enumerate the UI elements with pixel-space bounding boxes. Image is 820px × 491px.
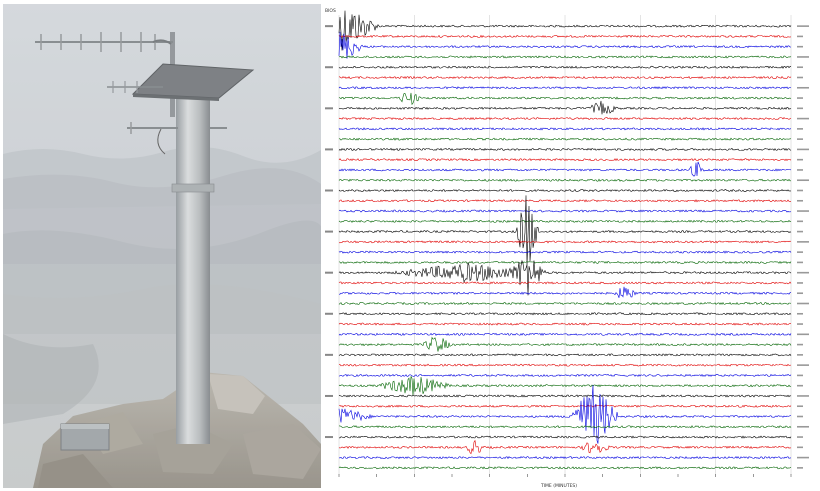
row-label-mark [797,169,803,171]
row-label-mark [797,416,803,418]
row-label-mark [797,405,803,407]
left-time-labels [325,25,333,438]
row-label-mark [797,457,809,459]
row-label-mark [797,231,803,233]
row-label-mark [797,292,803,294]
row-label-mark [325,107,333,109]
row-label-mark [797,108,803,110]
row-label-mark [797,138,803,140]
row-label-mark [797,200,803,202]
row-label-mark [797,36,803,38]
row-label-mark [797,282,803,284]
row-label-mark [797,56,809,58]
row-label-mark [797,436,803,438]
row-label-mark [325,313,333,315]
row-label-mark [797,190,803,192]
row-label-mark [325,231,333,233]
row-label-mark [797,375,803,377]
row-label-mark [797,313,803,315]
row-label-mark [797,77,803,79]
row-label-mark [797,344,803,346]
row-label-mark [797,272,809,274]
row-label-mark [797,251,803,253]
row-label-mark [325,190,333,192]
right-time-labels [797,25,809,468]
row-label-mark [797,210,809,212]
helicorder-seismogram: BIOS TIME (MINUTES) [323,3,818,489]
row-label-mark [797,97,803,99]
row-label-mark [325,354,333,356]
row-label-mark [325,25,333,27]
row-label-mark [797,467,803,469]
row-label-mark [797,334,809,336]
row-label-mark [797,385,803,387]
row-label-mark [797,25,809,27]
row-label-mark [797,303,809,305]
row-label-mark [797,118,809,120]
row-label-mark [797,323,803,325]
row-label-mark [325,66,333,68]
row-label-mark [797,395,809,397]
row-label-mark [797,262,803,264]
row-label-mark [325,272,333,274]
row-label-mark [797,159,803,161]
row-label-mark [797,149,809,151]
row-label-mark [325,395,333,397]
row-label-mark [797,46,803,48]
station-tag: BIOS [325,8,336,14]
station-photo [3,4,321,488]
row-label-mark [797,179,809,181]
row-label-mark [797,364,809,366]
row-label-mark [797,66,803,68]
row-label-mark [797,241,809,243]
row-label-mark [797,447,803,449]
row-label-mark [325,148,333,150]
row-label-mark [797,87,809,89]
row-label-mark [797,128,803,130]
minute-tick-labels [339,474,791,477]
time-axis-label: TIME (MINUTES) [540,483,577,489]
row-label-mark [797,221,803,223]
row-label-mark [797,354,803,356]
row-label-mark [325,436,333,438]
row-label-mark [797,426,809,428]
